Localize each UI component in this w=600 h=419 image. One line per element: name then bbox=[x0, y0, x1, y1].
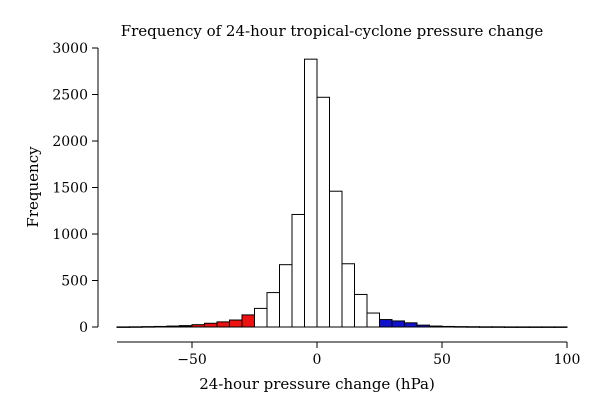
y-tick-label: 1000 bbox=[52, 227, 88, 243]
histogram-bar bbox=[529, 326, 543, 328]
histogram-bar bbox=[416, 324, 430, 328]
chart-title: Frequency of 24-hour tropical-cyclone pr… bbox=[121, 22, 544, 40]
histogram-bar bbox=[354, 293, 368, 328]
histogram-bar bbox=[366, 312, 380, 328]
histogram-bar bbox=[291, 213, 305, 328]
bars-group bbox=[116, 58, 568, 328]
histogram-bar bbox=[266, 292, 280, 328]
x-ticks-group: −50 0 50 100 bbox=[177, 342, 580, 368]
y-tick-label: 3000 bbox=[52, 41, 88, 57]
histogram-bar bbox=[341, 263, 355, 328]
histogram-bar bbox=[116, 326, 130, 328]
histogram-bar bbox=[191, 324, 205, 328]
histogram-bar bbox=[141, 326, 155, 328]
y-ticks-group: 0 500 1000 1500 2000 2500 3000 bbox=[52, 41, 98, 336]
histogram-bar bbox=[516, 326, 530, 328]
histogram-bar bbox=[241, 314, 255, 328]
histogram-bar bbox=[154, 325, 168, 328]
histogram-bar bbox=[229, 319, 243, 328]
histogram-bar bbox=[491, 326, 505, 328]
x-axis-label: 24-hour pressure change (hPa) bbox=[199, 375, 435, 393]
histogram-bar bbox=[479, 326, 493, 328]
y-tick-label: 2500 bbox=[52, 88, 88, 104]
y-tick-label: 0 bbox=[79, 320, 88, 336]
histogram-bar bbox=[404, 322, 418, 328]
y-axis-label: Frequency bbox=[24, 146, 42, 228]
histogram-bar bbox=[204, 322, 218, 328]
histogram-bar bbox=[454, 326, 468, 328]
x-tick-label: 0 bbox=[313, 352, 322, 368]
histogram-bar bbox=[179, 325, 193, 328]
histogram-bar bbox=[554, 326, 568, 328]
y-tick-label: 2000 bbox=[52, 134, 88, 150]
histogram-bar bbox=[541, 326, 555, 328]
x-tick-label: −50 bbox=[177, 352, 207, 368]
histogram-bar bbox=[304, 58, 318, 328]
histogram-bar bbox=[329, 190, 343, 328]
histogram-bar bbox=[279, 264, 293, 328]
histogram-bar bbox=[166, 325, 180, 328]
histogram-bar bbox=[441, 325, 455, 328]
x-tick-label: 50 bbox=[433, 352, 451, 368]
x-tick-label: 100 bbox=[554, 352, 581, 368]
histogram-bar bbox=[466, 326, 480, 328]
histogram-bar bbox=[391, 320, 405, 328]
histogram-bar bbox=[379, 319, 393, 328]
histogram-bar bbox=[254, 307, 268, 328]
y-tick-label: 1500 bbox=[52, 181, 88, 197]
histogram-bar bbox=[504, 326, 518, 328]
histogram-bar bbox=[216, 321, 230, 328]
histogram-bar bbox=[129, 326, 143, 328]
y-tick-label: 500 bbox=[61, 274, 88, 290]
histogram-bar bbox=[429, 325, 443, 328]
histogram-bar bbox=[316, 96, 330, 328]
